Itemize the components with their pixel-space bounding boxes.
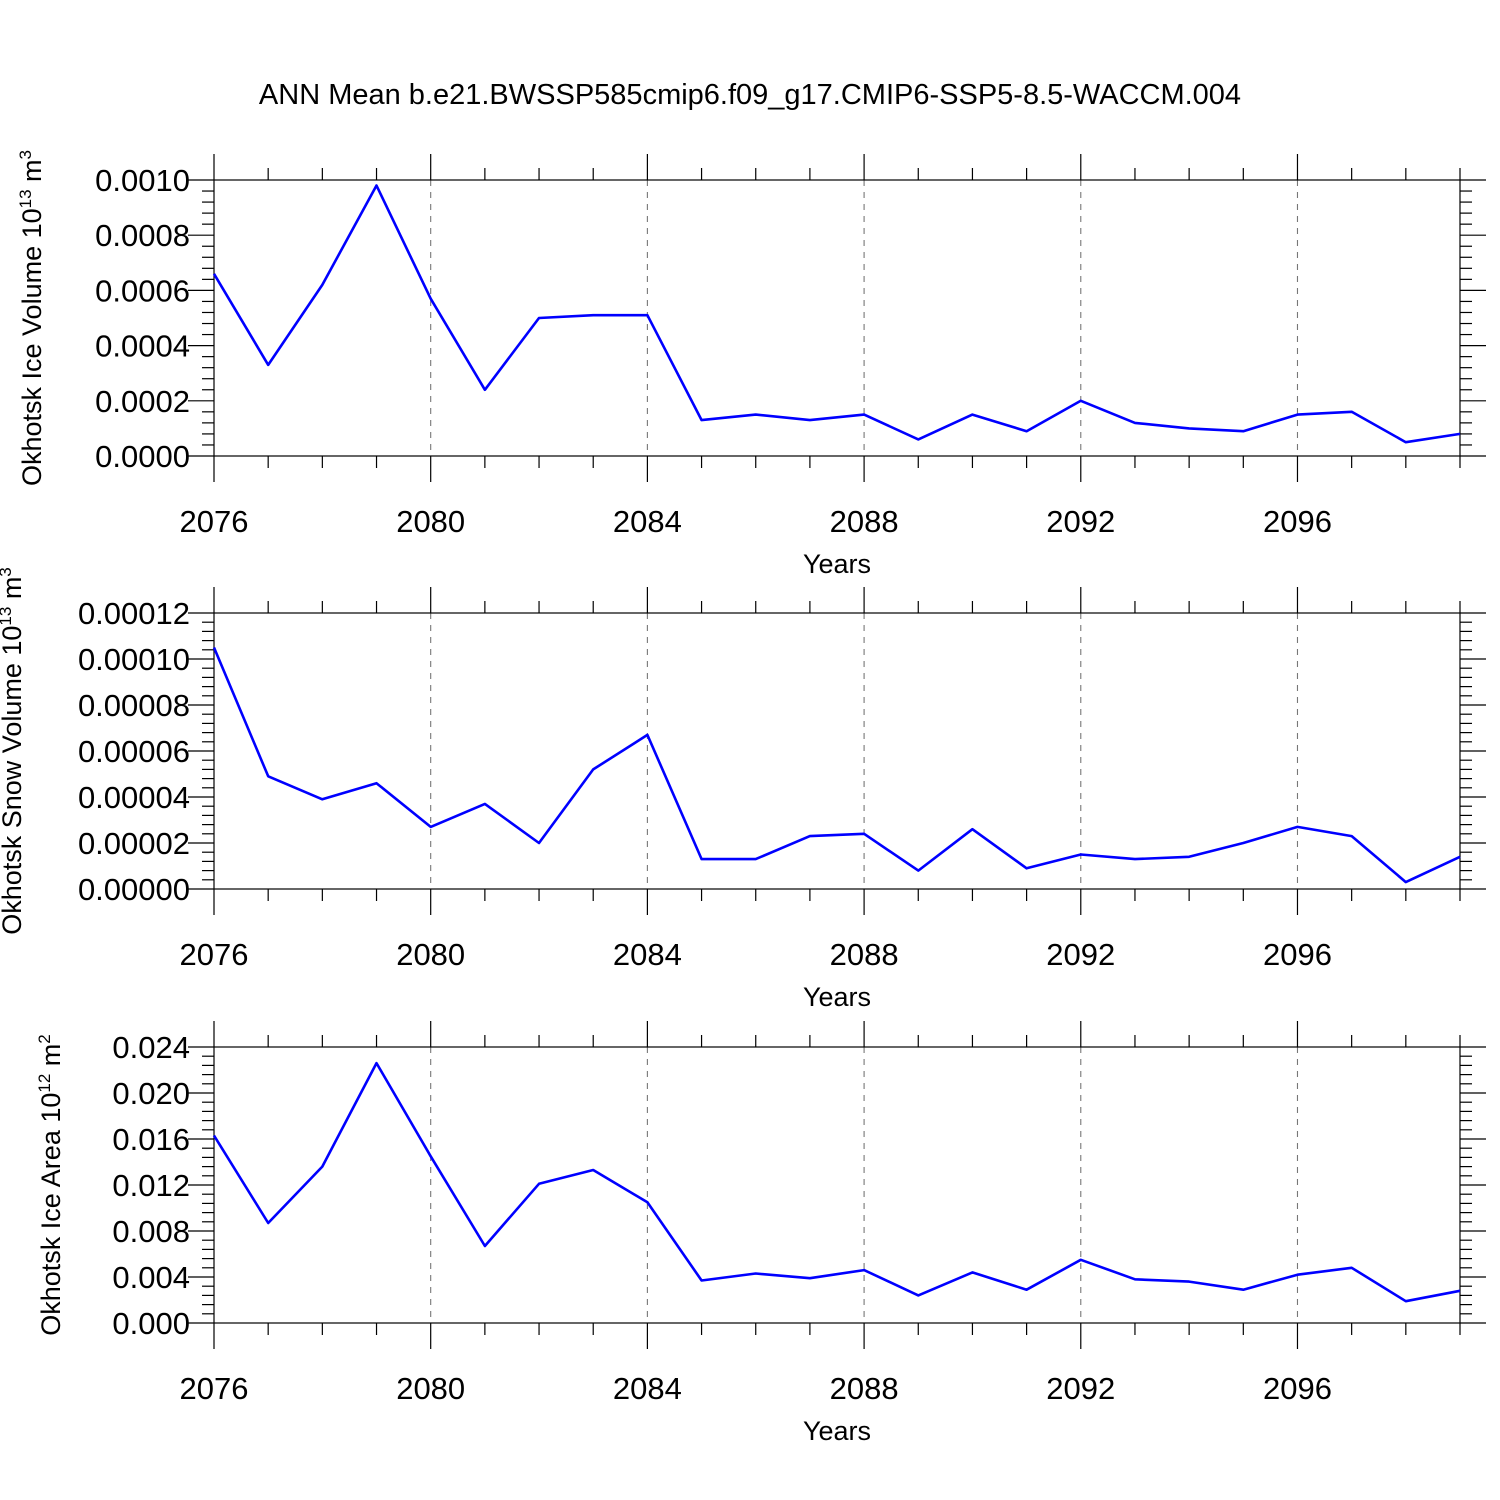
- y-tick-label: 0.020: [112, 1076, 190, 1111]
- x-tick-label: 2096: [1263, 937, 1332, 972]
- x-tick-label: 2096: [1263, 504, 1332, 539]
- y-tick-label: 0.00006: [78, 734, 190, 769]
- ylabel-ice-area: Okhotsk Ice Area 1012 m2: [35, 1034, 66, 1336]
- x-tick-label: 2088: [830, 937, 899, 972]
- y-tick-label: 0.004: [112, 1260, 190, 1295]
- y-tick-label: 0.024: [112, 1030, 190, 1065]
- xlabel-snow-volume: Years: [803, 982, 871, 1012]
- panel-ice-volume-plot: 2076 2080 2084 2088 2092 2096 0.0000 0.0002 0.00…: [95, 154, 1486, 539]
- x-tick-label: 2084: [613, 1371, 682, 1406]
- x-tick-label: 2076: [180, 504, 249, 539]
- x-tick-label: 2080: [396, 504, 465, 539]
- x-tick-label: 2092: [1046, 937, 1115, 972]
- y-tick-label: 0.0006: [95, 273, 190, 308]
- panel-snow-volume-plot: 2076 2080 2084 2088 2092 2096 0.00000 0.00002 0.…: [78, 587, 1486, 972]
- y-tick-label: 0.00002: [78, 826, 190, 861]
- plot-frame: [213, 612, 1461, 890]
- ylabel-snow-volume: Okhotsk Snow Volume 1013 m3: [0, 567, 27, 935]
- y-tick-label: 0.0004: [95, 329, 190, 364]
- xlabel-ice-volume: Years: [803, 549, 871, 579]
- plot-frame: [213, 179, 1461, 457]
- panel-ice-area-plot: 2076 2080 2084 2088 2092 2096 0.000 0.004 0.008 0…: [112, 1021, 1486, 1406]
- y-tick-label: 0.0010: [95, 163, 190, 198]
- y-tick-label: 0.00010: [78, 642, 190, 677]
- x-tick-label: 2080: [396, 937, 465, 972]
- x-tick-label: 2096: [1263, 1371, 1332, 1406]
- x-tick-label: 2076: [180, 1371, 249, 1406]
- panel-snow-volume: 2076 2080 2084 2088 2092 2096 0.00000 0.00002 0.…: [0, 567, 1486, 1012]
- ylabel-ice-volume: Okhotsk Ice Volume 1013 m3: [16, 150, 47, 486]
- y-tick-label: 0.0008: [95, 218, 190, 253]
- x-tick-label: 2092: [1046, 504, 1115, 539]
- xlabel-ice-area: Years: [803, 1416, 871, 1446]
- series-line: [212, 1061, 1461, 1303]
- y-tick-label: 0.0002: [95, 384, 190, 419]
- y-tick-label: 0.00000: [78, 872, 190, 907]
- x-tick-label: 2084: [613, 937, 682, 972]
- y-tick-label: 0.008: [112, 1214, 190, 1249]
- chart-title: ANN Mean b.e21.BWSSP585cmip6.f09_g17.CMI…: [259, 79, 1241, 111]
- y-tick-label: 0.00012: [78, 596, 190, 631]
- panel-ice-volume: 2076 2080 2084 2088 2092 2096 0.0000 0.0002 0.00…: [16, 150, 1486, 579]
- x-tick-label: 2088: [830, 1371, 899, 1406]
- y-tick-label: 0.012: [112, 1168, 190, 1203]
- x-tick-label: 2092: [1046, 1371, 1115, 1406]
- series-line: [212, 184, 1461, 444]
- x-tick-label: 2088: [830, 504, 899, 539]
- x-tick-label: 2080: [396, 1371, 465, 1406]
- y-tick-label: 0.00004: [78, 780, 190, 815]
- y-tick-label: 0.016: [112, 1122, 190, 1157]
- x-tick-label: 2084: [613, 504, 682, 539]
- x-tick-label: 2076: [180, 937, 249, 972]
- y-tick-label: 0.00008: [78, 688, 190, 723]
- series-line: [212, 646, 1461, 884]
- y-tick-label: 0.0000: [95, 439, 190, 474]
- y-tick-label: 0.000: [112, 1306, 190, 1341]
- panel-ice-area: 2076 2080 2084 2088 2092 2096 0.000 0.004 0.008 0…: [35, 1021, 1486, 1446]
